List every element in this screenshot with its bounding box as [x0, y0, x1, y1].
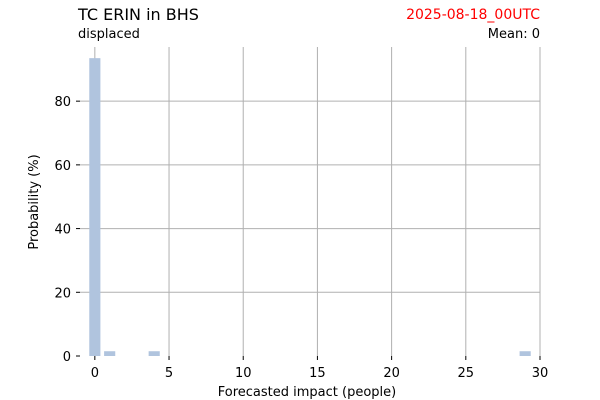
y-tick-label: 40	[54, 223, 71, 238]
x-tick-label: 25	[458, 366, 475, 381]
x-tick-label: 10	[235, 366, 252, 381]
x-tick-label: 15	[309, 366, 326, 381]
impact-type-subtitle: displaced	[78, 27, 140, 42]
x-tick-label: 20	[383, 366, 400, 381]
x-axis-label: Forecasted impact (people)	[218, 385, 396, 400]
forecast-date: 2025-08-18_00UTC	[406, 7, 540, 23]
bars	[89, 58, 531, 357]
grid-lines	[80, 47, 541, 356]
y-tick-label: 60	[54, 159, 71, 174]
histogram-bar	[89, 58, 101, 357]
y-tick-label: 80	[54, 95, 71, 110]
mean-value: Mean: 0	[487, 27, 540, 42]
y-axis-label: Probability (%)	[27, 154, 42, 249]
histogram-bar	[148, 351, 160, 356]
x-tick-label: 30	[532, 366, 549, 381]
tick-labels: 0 5 10 15 20 25 30 0 20 40 60 80	[54, 95, 548, 381]
y-tick-label: 20	[54, 286, 71, 301]
x-tick-label: 0	[91, 366, 99, 381]
histogram-bar	[519, 351, 531, 356]
x-tick-label: 5	[165, 366, 173, 381]
y-tick-label: 0	[63, 350, 71, 365]
histogram-bar	[104, 351, 116, 356]
chart-title: TC ERIN in BHS	[78, 5, 199, 24]
